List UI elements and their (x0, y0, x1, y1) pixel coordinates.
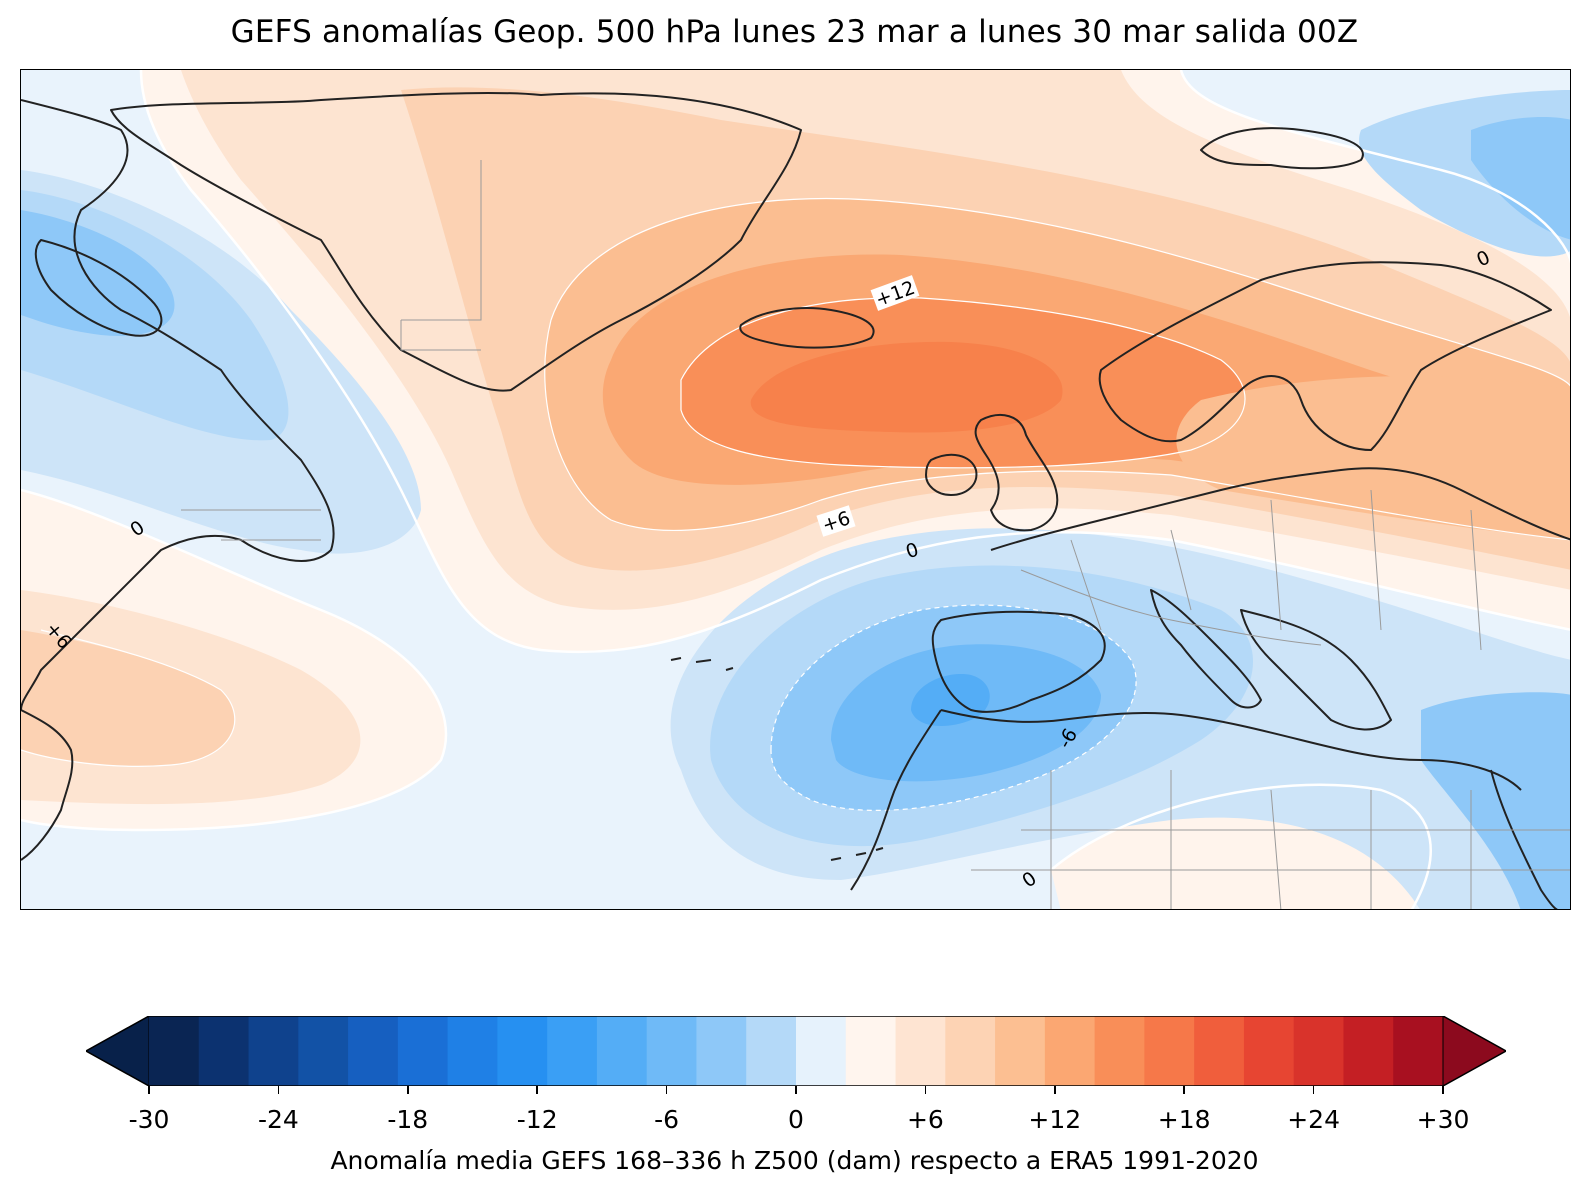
colorbar-bin (1094, 1016, 1145, 1086)
colorbar-tick-label: -18 (387, 1105, 429, 1134)
coast-us-east (21, 709, 74, 861)
coast-ireland (925, 453, 978, 496)
colorbar-bin (298, 1016, 349, 1086)
colorbar-tick-mark (1442, 1086, 1444, 1094)
colorbar-bin (1144, 1016, 1195, 1086)
coastlines (21, 91, 1570, 909)
coast-canada (21, 99, 335, 711)
colorbar-bin (1044, 1016, 1096, 1086)
colorbar-tick-label: +18 (1157, 1105, 1211, 1134)
colorbar-bin (796, 1016, 847, 1086)
colorbar-tick-mark (924, 1086, 927, 1094)
colorbar-bin (895, 1016, 946, 1086)
colorbar-tick-mark (407, 1086, 409, 1094)
colorbar-bin (149, 1016, 200, 1086)
negative-band-emed (1421, 692, 1570, 909)
country-borders (181, 160, 1570, 909)
zero-contours (21, 70, 1570, 909)
negative-band-canada-6 (21, 210, 175, 336)
colorbar-bin (696, 1016, 747, 1086)
colorbar-tick-mark (795, 1086, 797, 1094)
coast-iceland (739, 307, 875, 349)
colorbar-tick-label: -30 (128, 1105, 170, 1134)
negative-band-arctic-6 (1471, 117, 1570, 240)
colorbar-tick-label: +6 (906, 1105, 944, 1134)
colorbar-bin (995, 1016, 1046, 1086)
coast-europe (990, 467, 1570, 551)
positive-band-ne (1176, 376, 1570, 540)
coast-north-africa (940, 709, 1522, 791)
colorbar-tick-mark (1183, 1086, 1185, 1094)
colorbar-over-extension (1442, 1015, 1508, 1087)
coast-red-sea (1490, 769, 1558, 909)
coast-azores (670, 657, 734, 671)
colorbar-tick-mark (148, 1086, 150, 1094)
colorbar-bin (248, 1016, 299, 1086)
colorbar-bin (1243, 1016, 1295, 1086)
colorbar-svg (84, 1015, 1508, 1087)
colorbar-tick-label: +24 (1287, 1105, 1340, 1134)
colorbar-label: Anomalía media GEFS 168–336 h Z500 (dam)… (330, 1146, 1259, 1175)
colorbar-bin (1194, 1016, 1245, 1086)
colorbar-tick-label: 0 (788, 1105, 804, 1134)
colorbar-tick-mark (1054, 1086, 1056, 1094)
colorbar-bin (945, 1016, 996, 1086)
colorbar-bin (1293, 1016, 1344, 1086)
colorbar-tick-mark (277, 1086, 280, 1094)
coast-britain (974, 414, 1059, 532)
coast-greenland (110, 91, 802, 392)
colorbar-tick-mark (665, 1086, 668, 1094)
colorbar-bin (447, 1016, 498, 1086)
colorbar-bin (547, 1016, 598, 1086)
coast-balkans (1240, 609, 1392, 731)
colorbar-bin (497, 1016, 548, 1086)
colorbar-under-extension (84, 1015, 150, 1087)
coast-west-africa (850, 709, 942, 891)
positive-contours (21, 197, 1570, 767)
coast-iberia (931, 610, 1106, 713)
colorbar-tick-label: -24 (257, 1105, 299, 1134)
negative-band-iberia-10 (911, 674, 990, 726)
colorbar-bin (1343, 1016, 1394, 1086)
coast-scandinavia (1098, 261, 1552, 451)
positive-band-12 (750, 341, 1063, 433)
colorbar-bin (845, 1016, 897, 1086)
colorbar-bin (746, 1016, 797, 1086)
colorbar-tick-label: -12 (516, 1105, 558, 1134)
colorbar-tick-label: +30 (1416, 1105, 1470, 1134)
minus6-contour (770, 604, 1137, 811)
coast-italy (1150, 589, 1262, 709)
colorbar-tick-label: +12 (1028, 1105, 1082, 1134)
colorbar-bin (596, 1016, 648, 1086)
map-title: GEFS anomalías Geop. 500 hPa lunes 23 ma… (230, 14, 1359, 50)
coast-baffin (34, 239, 163, 337)
colorbar-bin (646, 1016, 697, 1086)
colorbar-tick-mark (1312, 1086, 1315, 1094)
coast-canaries (830, 847, 884, 861)
colorbar-bin (198, 1016, 250, 1086)
positive-band-us-4 (21, 630, 235, 767)
colorbar (84, 1015, 1508, 1087)
colorbar-bin (397, 1016, 449, 1086)
colorbar-tick-mark (536, 1086, 538, 1094)
map-panel: +12 +6 0 0 0 +6 -6 0 (20, 69, 1571, 910)
coast-svalbard (1200, 127, 1364, 170)
colorbar-tick-label: -6 (654, 1105, 680, 1134)
anomaly-map: +12 +6 0 0 0 +6 -6 0 (21, 70, 1570, 909)
colorbar-bin (1393, 1016, 1444, 1086)
colorbar-bin (348, 1016, 399, 1086)
